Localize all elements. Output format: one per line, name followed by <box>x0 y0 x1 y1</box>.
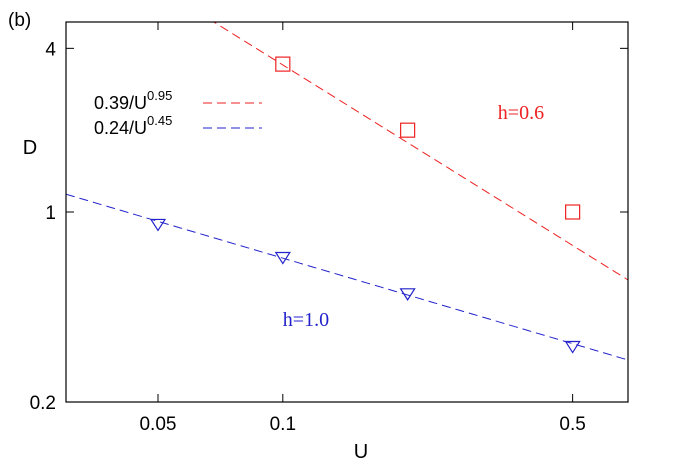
curve-annotation-0: h=0.6 <box>498 102 544 124</box>
legend-label-0: 0.39/U0.95 <box>94 88 172 113</box>
y-tick-label-0: 0.2 <box>30 393 56 414</box>
legend-label-1: 0.24/U0.45 <box>94 113 172 138</box>
y-tick-label-2: 4 <box>45 39 56 60</box>
x-tick-label-0: 0.05 <box>139 414 176 435</box>
data-point-triangle-1 <box>274 251 291 265</box>
y-axis-label: D <box>23 137 37 159</box>
curve-annotation-1: h=1.0 <box>283 309 329 331</box>
data-point-triangle-0 <box>149 218 167 232</box>
data-point-square-2 <box>565 204 581 220</box>
x-tick-label-1: 0.1 <box>270 414 296 435</box>
x-axis-label: U <box>354 441 368 463</box>
data-point-triangle-2 <box>399 288 416 301</box>
y-axis-ticks: 0.2 1 4 <box>30 39 628 414</box>
annotations: h=0.6 h=1.0 <box>283 102 544 331</box>
data-point-square-0 <box>275 56 291 72</box>
y-tick-label-1: 1 <box>45 203 56 224</box>
data-point-triangle-3 <box>564 340 581 354</box>
x-tick-label-2: 0.5 <box>559 414 585 435</box>
fit-line-0 <box>212 22 628 281</box>
data-markers <box>149 56 581 354</box>
plot-frame <box>65 21 629 403</box>
data-point-square-1 <box>400 122 416 138</box>
legend: 0.39/U0.950.24/U0.45 <box>94 88 262 138</box>
x-axis-ticks: 0.05 0.1 0.5 <box>139 22 586 435</box>
panel-label: (b) <box>8 10 31 31</box>
fit-lines <box>66 22 628 361</box>
